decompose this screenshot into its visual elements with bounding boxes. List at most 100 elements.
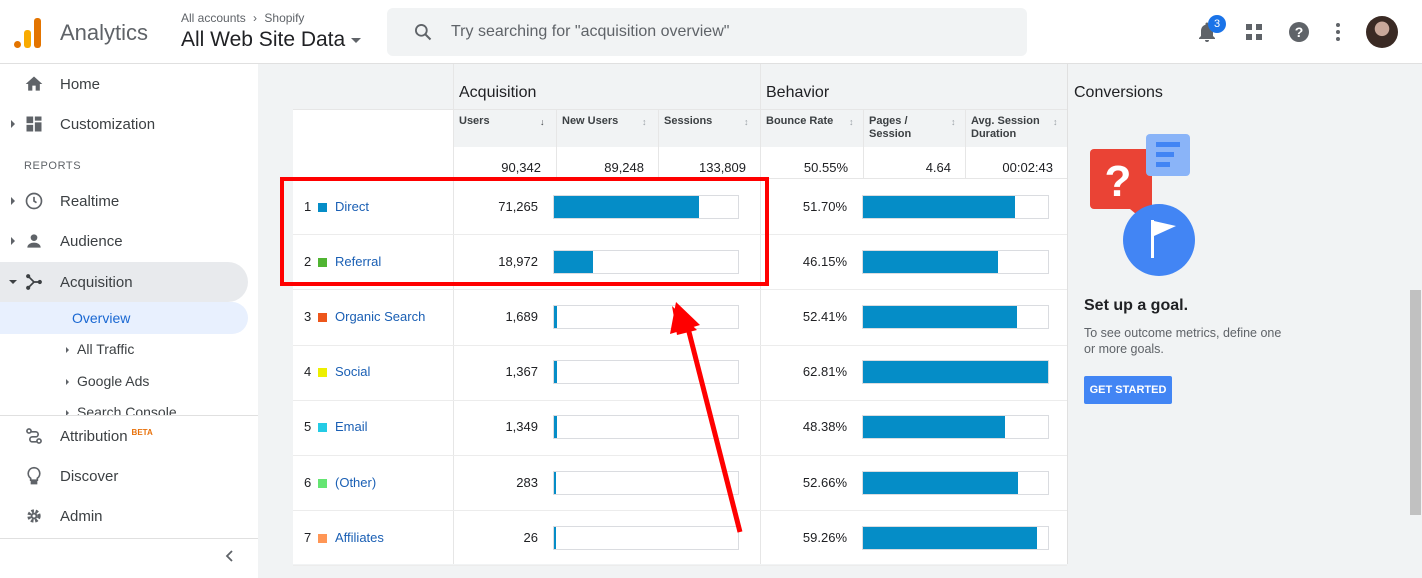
conversions-group-title: Conversions (1074, 84, 1163, 101)
users-value: 18,972 (498, 253, 538, 269)
column-header-sessions[interactable]: Sessions (664, 115, 713, 127)
sidebar-item-attribution[interactable]: Attribution BETA (0, 416, 248, 456)
sidebar-item-home[interactable]: Home (0, 64, 248, 104)
chevron-left-icon[interactable] (222, 548, 238, 564)
sidebar-item-acquisition[interactable]: Acquisition (0, 262, 248, 302)
sidebar-item-audience[interactable]: Audience (0, 221, 248, 261)
bounce-bar-fill (863, 195, 1015, 218)
sidebar-subitem-all-traffic[interactable]: All Traffic (66, 341, 134, 357)
get-started-button[interactable]: GET STARTED (1084, 376, 1172, 404)
sort-icon[interactable]: ↕ (951, 117, 956, 127)
svg-text:?: ? (1105, 157, 1132, 206)
goal-description: To see outcome metrics, define one or mo… (1084, 326, 1282, 356)
goal-title: Set up a goal. (1084, 297, 1189, 314)
users-value: 71,265 (498, 198, 538, 214)
sidebar-item-discover[interactable]: Discover (0, 456, 248, 496)
sidebar-subitem-google-ads[interactable]: Google Ads (66, 373, 149, 389)
row-rank: 6 (304, 474, 312, 490)
notification-badge: 3 (1208, 15, 1226, 33)
search-icon (415, 24, 432, 41)
channel-color-swatch (318, 533, 327, 543)
channel-link[interactable]: (Other) (335, 474, 377, 490)
breadcrumb-all-accounts[interactable]: All accounts (181, 11, 246, 25)
collapse-arrow-icon (9, 280, 17, 284)
sidebar-item-label: Audience (60, 232, 123, 250)
help-icon[interactable]: ? (1287, 20, 1311, 44)
scrollbar-thumb[interactable] (1410, 290, 1421, 515)
search-input[interactable] (451, 20, 1011, 44)
sort-icon[interactable]: ↕ (642, 117, 647, 127)
row-divider (293, 344, 1067, 346)
channel-link[interactable]: Social (335, 364, 371, 380)
row-rank: 4 (304, 364, 312, 380)
bounce-bar-fill (863, 250, 999, 273)
sidebar-item-label: Acquisition (60, 273, 133, 291)
sidebar-item-label: Discover (60, 467, 119, 485)
sidebar-item-realtime[interactable]: Realtime (0, 181, 248, 221)
users-bar-fill (554, 250, 593, 273)
sidebar-item-label-wrap: Attribution BETA (60, 428, 153, 445)
users-bar-track (553, 415, 739, 440)
column-header-new-users[interactable]: New Users (562, 115, 619, 127)
sort-desc-icon[interactable]: ↓ (540, 117, 545, 127)
expand-arrow-icon (11, 120, 15, 128)
bounce-rate-value: 46.15% (802, 253, 847, 269)
sort-icon[interactable]: ↕ (849, 117, 854, 127)
column-header-bounce-rate[interactable]: Bounce Rate (766, 115, 834, 127)
channel-link[interactable]: Email (335, 419, 368, 435)
row-divider (293, 289, 1067, 291)
users-value: 1,367 (505, 364, 538, 380)
acquisition-overview-table: Acquisition Behavior Users ↓ New Users ↕… (293, 64, 1374, 567)
bounce-rate-value: 48.38% (802, 419, 847, 435)
lightbulb-icon (27, 466, 41, 485)
bounce-bar-fill (863, 416, 1006, 439)
sidebar-subitem-overview[interactable]: Overview (0, 302, 248, 334)
column-header-users[interactable]: Users (459, 115, 490, 127)
users-value: 1,689 (505, 309, 538, 324)
column-header-pages-session[interactable]: Pages / Session (869, 115, 911, 141)
avatar[interactable] (1366, 16, 1398, 48)
acquisition-group-title: Acquisition (459, 84, 537, 101)
clock-icon (25, 192, 43, 210)
table-group-header (293, 64, 1067, 110)
channel-link[interactable]: Direct (335, 198, 369, 214)
channel-link[interactable]: Referral (335, 253, 382, 269)
app-name: Analytics (60, 20, 149, 45)
row-divider (293, 234, 1067, 236)
bounce-bar-track (862, 249, 1049, 274)
bounce-bar-fill (863, 526, 1037, 549)
header-line: Duration (971, 128, 1017, 140)
acquisition-icon (26, 274, 42, 290)
bounce-bar-fill (863, 306, 1017, 328)
channel-link[interactable]: Organic Search (335, 309, 426, 324)
sidebar-subitem-search-console[interactable]: Search Console (66, 404, 177, 415)
breadcrumb-property[interactable]: Shopify (264, 11, 305, 25)
row-rank: 3 (304, 309, 312, 324)
sidebar-item-customization[interactable]: Customization (0, 104, 248, 144)
expand-arrow-icon (66, 347, 69, 354)
analytics-logo[interactable] (14, 18, 42, 48)
more-vert-icon[interactable] (1326, 20, 1350, 44)
channel-link[interactable]: Affiliates (335, 529, 384, 545)
sort-icon[interactable]: ↕ (1053, 117, 1058, 127)
view-selector[interactable]: All Web Site Data (181, 28, 362, 52)
column-divider (658, 110, 659, 179)
attribution-icon (26, 428, 42, 444)
users-bar-fill (554, 306, 558, 328)
highlight-box (280, 177, 769, 286)
search-box[interactable] (387, 8, 1027, 56)
expand-arrow-icon (11, 197, 15, 205)
sort-icon[interactable]: ↕ (744, 117, 749, 127)
sidebar-divider (0, 415, 258, 416)
column-header-avg-session-duration[interactable]: Avg. Session Duration (971, 115, 1040, 141)
row-divider (293, 510, 1067, 512)
sidebar: Home Customization REPORTS Realtime Audi… (0, 64, 258, 578)
apps-grid-icon[interactable] (1242, 20, 1266, 44)
top-bar: Analytics All accounts › Shopify All Web… (0, 0, 1422, 64)
users-bar-track (553, 360, 739, 385)
breadcrumb[interactable]: All accounts › Shopify (181, 11, 304, 25)
bounce-rate-value: 52.41% (802, 309, 847, 324)
sidebar-item-admin[interactable]: Admin (0, 496, 248, 536)
row-rank: 2 (304, 253, 312, 269)
sidebar-item-label: Attribution (60, 427, 128, 445)
